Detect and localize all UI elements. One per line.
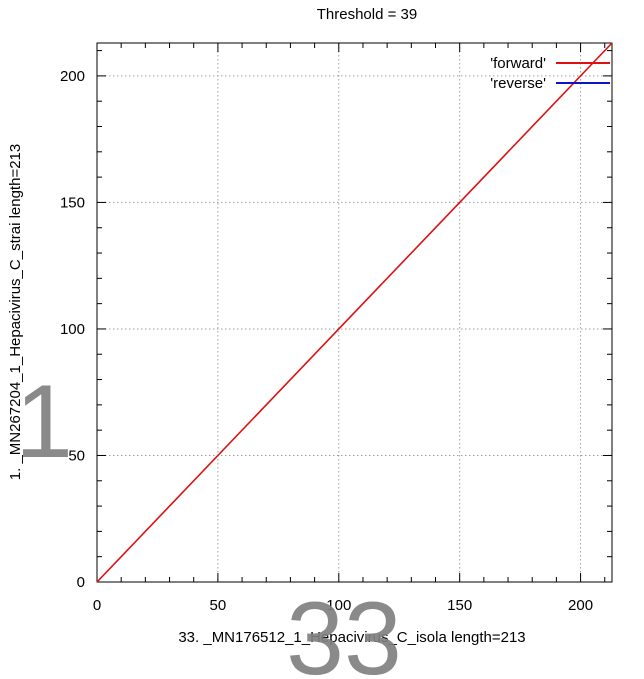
x-tick-label: 50 [210, 597, 227, 614]
x-tick-label: 100 [326, 597, 351, 614]
x-tick-label: 200 [568, 597, 593, 614]
y-tick-label: 150 [60, 194, 85, 211]
y-tick-label: 0 [77, 574, 85, 591]
series-line-forward [96, 42, 613, 583]
plot-frame [96, 42, 613, 583]
legend-label-forward: 'forward' [490, 55, 546, 72]
y-tick-label: 50 [68, 447, 85, 464]
tick-labels: 0 50 100 150 200 0 50 100 150 200 [60, 68, 593, 614]
x-axis-title: 33. _MN176512_1_Hepacivirus_C_isola leng… [178, 629, 525, 646]
y-tick-label: 100 [60, 321, 85, 338]
y-tick-label: 200 [60, 68, 85, 85]
y-axis-title: 1. _MN267204_1_Hepacivirus_C_strai lengt… [7, 144, 24, 480]
chart-title: Threshold = 39 [317, 6, 417, 23]
grid-lines [97, 43, 612, 582]
legend: 'forward' 'reverse' [490, 55, 610, 92]
bottom-watermark-number: 33 [286, 581, 402, 679]
x-tick-label: 150 [447, 597, 472, 614]
x-tick-label: 0 [93, 597, 101, 614]
series-lines [96, 42, 613, 583]
left-watermark-number: 1 [15, 364, 73, 480]
legend-label-reverse: 'reverse' [490, 75, 546, 92]
axis-ticks [96, 43, 612, 583]
